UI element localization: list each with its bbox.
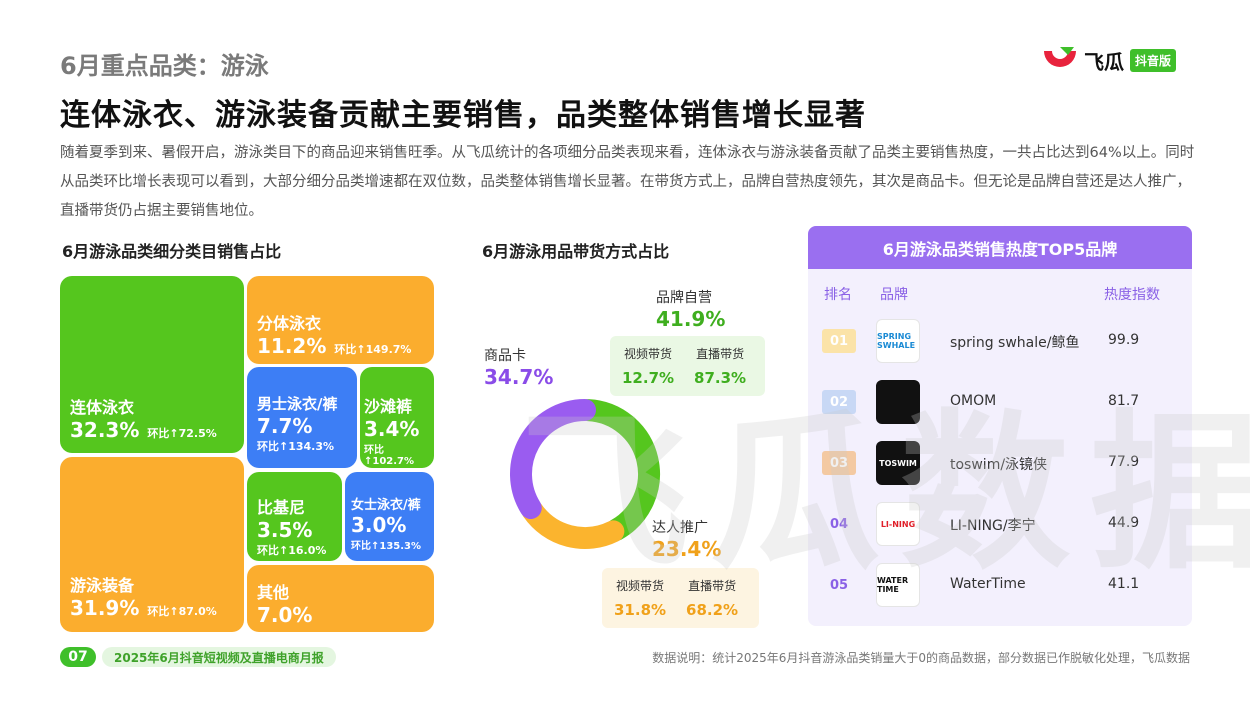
- brand-name: OMOM: [950, 393, 997, 409]
- donut-title: 6月游泳用品带货方式占比: [482, 242, 670, 261]
- breakdown-value: 68.2%: [686, 601, 739, 619]
- tile-growth: 环比↑134.3%: [257, 440, 335, 453]
- segment-name: 达人推广: [652, 520, 708, 536]
- ranking-title: 6月游泳品类销售热度TOP5品牌: [808, 226, 1192, 269]
- col-heat: 热度指数: [1104, 287, 1160, 303]
- brand-logo-icon: [876, 380, 920, 424]
- brand-name: toswim/泳镜侠: [950, 457, 1048, 473]
- data-note: 数据说明：统计2025年6月抖音游泳品类销量大于0的商品数据，部分数据已作脱敏化…: [652, 651, 1190, 665]
- tile-name: 游泳装备: [70, 576, 135, 595]
- treemap-tile: 游泳装备 31.9% 环比↑87.0%: [60, 457, 244, 632]
- rank-number: 04: [829, 516, 849, 532]
- tile-growth: 环比↑135.3%: [351, 541, 422, 552]
- brand-heat: 44.9: [1108, 515, 1140, 531]
- crown-badge-icon: 03: [822, 451, 856, 475]
- donut-label-card: 商品卡 34.7%: [484, 345, 553, 389]
- ranking-row: 03 TOSWIM toswim/泳镜侠 77.9: [808, 433, 1192, 493]
- tile-name: 女士泳衣/裤: [351, 498, 421, 513]
- melon-logo-icon: [1040, 45, 1080, 75]
- treemap-title: 6月游泳品类细分类目销售占比: [62, 242, 282, 261]
- breakdown-value: 31.8%: [614, 601, 667, 619]
- section-kicker: 6月重点品类：游泳: [60, 52, 269, 80]
- brand-logo-icon: TOSWIM: [876, 441, 920, 485]
- top5-brand-panel: 6月游泳品类销售热度TOP5品牌 排名 品牌 热度指数 01 SPRING SW…: [808, 226, 1192, 626]
- breakdown-name: 视频带货: [624, 347, 673, 361]
- donut-slice: [510, 399, 596, 519]
- crown-badge-icon: 01: [822, 329, 856, 353]
- ranking-row: 04 LI-NING LI-NING/李宁 44.9: [808, 494, 1192, 554]
- donut-slice: [521, 499, 625, 549]
- tile-share: 3.0%: [351, 513, 407, 537]
- brand-name: WaterTime: [950, 576, 1026, 592]
- donut-label-influencer: 达人推广 23.4%: [652, 517, 721, 561]
- segment-name: 商品卡: [484, 348, 526, 364]
- tile-share: 7.0%: [257, 603, 313, 627]
- brand-name: spring swhale/鲸鱼: [950, 335, 1080, 351]
- brand-name: LI-NING/李宁: [950, 518, 1036, 534]
- ranking-row: 02 OMOM 81.7: [808, 372, 1192, 432]
- logo-tag: 抖音版: [1130, 48, 1177, 72]
- breakdown-name: 直播带货: [688, 579, 737, 593]
- treemap-tile: 女士泳衣/裤 3.0% 环比↑135.3%: [345, 472, 434, 561]
- col-brand: 品牌: [880, 287, 908, 303]
- breakdown-name: 直播带货: [696, 347, 745, 361]
- breakdown-value: 87.3%: [694, 369, 747, 387]
- brand-logo-icon: LI-NING: [876, 502, 920, 546]
- brand-heat: 99.9: [1108, 332, 1140, 348]
- tile-name: 其他: [257, 583, 290, 602]
- page-headline: 连体泳衣、游泳装备贡献主要销售，品类整体销售增长显著: [60, 98, 866, 133]
- brand-logo-icon: WATER TIME: [876, 563, 920, 607]
- rank-number: 05: [829, 577, 849, 593]
- tile-growth: 环比↑102.7%: [364, 445, 415, 467]
- feigua-logo: 飞瓜 抖音版: [1040, 44, 1177, 76]
- influencer-breakdown: 视频带货 31.8% 直播带货 68.2%: [602, 568, 759, 628]
- treemap-tile: 其他 7.0%: [247, 565, 434, 632]
- tile-growth: 环比↑149.7%: [334, 343, 412, 356]
- brand-heat: 41.1: [1108, 576, 1140, 592]
- col-rank: 排名: [824, 287, 852, 303]
- donut-slice: [577, 399, 660, 541]
- brand-logo-icon: SPRING SWHALE: [876, 319, 920, 363]
- tile-growth: 环比↑72.5%: [147, 427, 217, 440]
- report-name: 2025年6月抖音短视频及直播电商月报: [102, 647, 336, 667]
- page-number: 07: [60, 647, 96, 667]
- segment-share: 34.7%: [484, 365, 554, 389]
- tile-share: 11.2%: [257, 334, 327, 358]
- tile-name: 分体泳衣: [257, 314, 322, 333]
- segment-name: 品牌自营: [656, 290, 712, 306]
- brand-breakdown: 视频带货 12.7% 直播带货 87.3%: [610, 336, 765, 396]
- ranking-row: 05 WATER TIME WaterTime 41.1: [808, 555, 1192, 615]
- intro-paragraph: 随着夏季到来、暑假开启，游泳类目下的商品迎来销售旺季。从飞瓜统计的各项细分品类表…: [60, 145, 1195, 219]
- tile-growth: 环比↑16.0%: [257, 544, 327, 557]
- breakdown-value: 12.7%: [622, 369, 675, 387]
- donut-chart: [510, 399, 660, 549]
- treemap-tile: 男士泳衣/裤 7.7% 环比↑134.3%: [247, 367, 357, 468]
- tile-share: 7.7%: [257, 414, 313, 438]
- donut-label-brand: 品牌自营 41.9%: [656, 287, 725, 331]
- segment-share: 41.9%: [656, 307, 726, 331]
- segment-share: 23.4%: [652, 537, 722, 561]
- tile-share: 31.9%: [70, 596, 140, 620]
- tile-share: 32.3%: [70, 418, 140, 442]
- logo-name: 飞瓜: [1084, 49, 1124, 74]
- tile-share: 3.5%: [257, 518, 313, 542]
- ranking-row: 01 SPRING SWHALE spring swhale/鲸鱼 99.9: [808, 311, 1192, 371]
- crown-badge-icon: 02: [822, 390, 856, 414]
- brand-heat: 81.7: [1108, 393, 1140, 409]
- treemap-tile: 连体泳衣 32.3% 环比↑72.5%: [60, 276, 244, 453]
- treemap-tile: 比基尼 3.5% 环比↑16.0%: [247, 472, 342, 561]
- brand-heat: 77.9: [1108, 454, 1140, 470]
- treemap-tile: 沙滩裤 3.4% 环比↑102.7%: [360, 367, 434, 468]
- breakdown-name: 视频带货: [616, 579, 665, 593]
- tile-name: 沙滩裤: [364, 397, 413, 416]
- tile-name: 比基尼: [257, 498, 306, 517]
- tile-growth: 环比↑87.0%: [147, 605, 217, 618]
- treemap-tile: 分体泳衣 11.2% 环比↑149.7%: [247, 276, 434, 364]
- tile-share: 3.4%: [364, 417, 420, 441]
- tile-name: 连体泳衣: [70, 398, 135, 417]
- tile-name: 男士泳衣/裤: [257, 395, 338, 413]
